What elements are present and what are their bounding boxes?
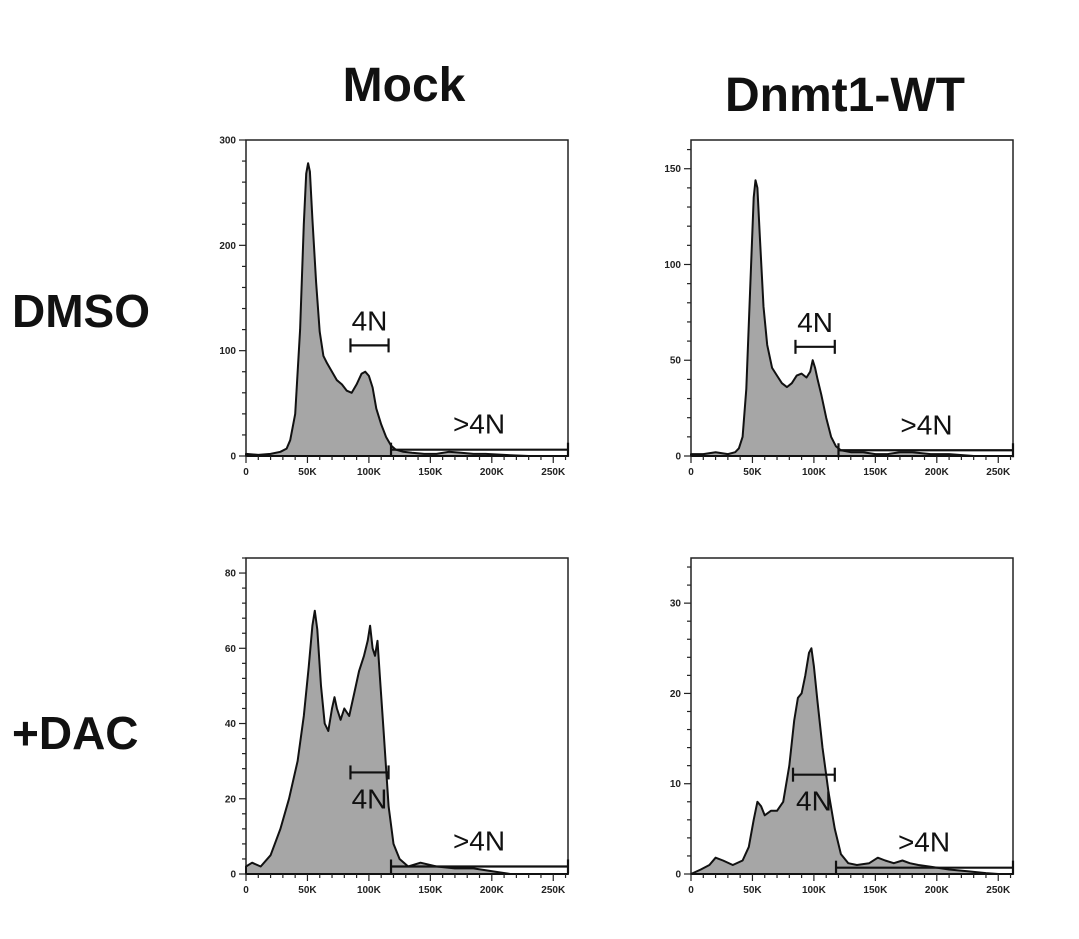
gate-label: >4N — [900, 409, 952, 440]
y-tick-label: 50 — [670, 356, 682, 367]
histogram-area — [690, 647, 1014, 875]
y-tick-label: 0 — [675, 870, 681, 881]
y-tick-label: 0 — [675, 452, 681, 463]
column-title-mock: Mock — [342, 59, 466, 112]
x-tick-label: 0 — [243, 467, 249, 478]
plot-frame — [690, 139, 1014, 457]
y-tick-label: 20 — [670, 689, 682, 700]
x-tick-label: 0 — [688, 467, 694, 478]
y-tick-label: 0 — [230, 452, 236, 463]
y-tick-label: 300 — [219, 136, 236, 147]
plot-frame — [690, 557, 1014, 875]
histogram-mock-dac: 0 50K 100K 150K 200K 250K 0 20 40 60 80 4N >4N — [225, 557, 570, 896]
gate-label: 4N — [797, 307, 833, 338]
x-tick-label: 50K — [298, 885, 317, 896]
y-tick-label: 100 — [664, 260, 681, 271]
gate-label: >4N — [453, 409, 505, 440]
x-tick-label: 0 — [688, 885, 694, 896]
gate-label: 4N — [796, 786, 832, 817]
histogram-mock-dmso: 0 50K 100K 150K 200K 250K 0 100 200 300 4N >4N — [219, 136, 570, 478]
x-tick-label: 150K — [863, 885, 888, 896]
x-tick-label: 50K — [743, 467, 762, 478]
y-tick-label: 20 — [225, 794, 237, 805]
y-tick-label: 60 — [225, 644, 237, 655]
x-tick-label: 200K — [480, 467, 505, 478]
x-tick-label: 250K — [541, 885, 566, 896]
histogram-dnmt1-wt-dmso: 0 50K 100K 150K 200K 250K 0 50 100 150 4N >4N — [664, 139, 1015, 478]
x-tick-label: 200K — [925, 885, 950, 896]
y-tick-label: 40 — [225, 719, 237, 730]
gate-label: >4N — [898, 827, 950, 858]
y-tick-label: 150 — [664, 164, 681, 175]
x-tick-label: 250K — [986, 885, 1011, 896]
histogram-area — [245, 609, 569, 875]
x-tick-label: 200K — [480, 885, 505, 896]
row-title-dac: +DAC — [12, 707, 139, 759]
x-tick-label: 250K — [986, 467, 1011, 478]
gate-label: >4N — [453, 825, 505, 856]
x-tick-label: 50K — [298, 467, 317, 478]
x-tick-label: 200K — [925, 467, 950, 478]
x-tick-label: 150K — [418, 885, 443, 896]
x-tick-label: 100K — [802, 885, 827, 896]
plot-frame — [245, 139, 569, 457]
y-tick-label: 0 — [230, 870, 236, 881]
gate-label: 4N — [352, 305, 388, 336]
y-tick-label: 200 — [219, 241, 236, 252]
x-tick-label: 50K — [743, 885, 762, 896]
y-tick-label: 10 — [670, 779, 682, 790]
x-tick-label: 100K — [357, 885, 382, 896]
y-tick-label: 100 — [219, 346, 236, 357]
histogram-area — [245, 162, 569, 457]
column-title-dnmt1-wt: Dnmt1-WT — [725, 69, 965, 122]
row-title-dmso: DMSO — [12, 285, 150, 337]
x-tick-label: 150K — [863, 467, 888, 478]
x-tick-label: 250K — [541, 467, 566, 478]
y-tick-label: 30 — [670, 599, 682, 610]
x-tick-label: 100K — [357, 467, 382, 478]
x-tick-label: 0 — [243, 885, 249, 896]
x-tick-label: 150K — [418, 467, 443, 478]
y-tick-label: 80 — [225, 569, 237, 580]
x-tick-label: 100K — [802, 467, 827, 478]
gate-label: 4N — [352, 783, 388, 814]
histogram-dnmt1-wt-dac: 0 50K 100K 150K 200K 250K 0 10 20 30 4N >4N — [670, 557, 1015, 896]
histogram-area — [690, 179, 1014, 457]
